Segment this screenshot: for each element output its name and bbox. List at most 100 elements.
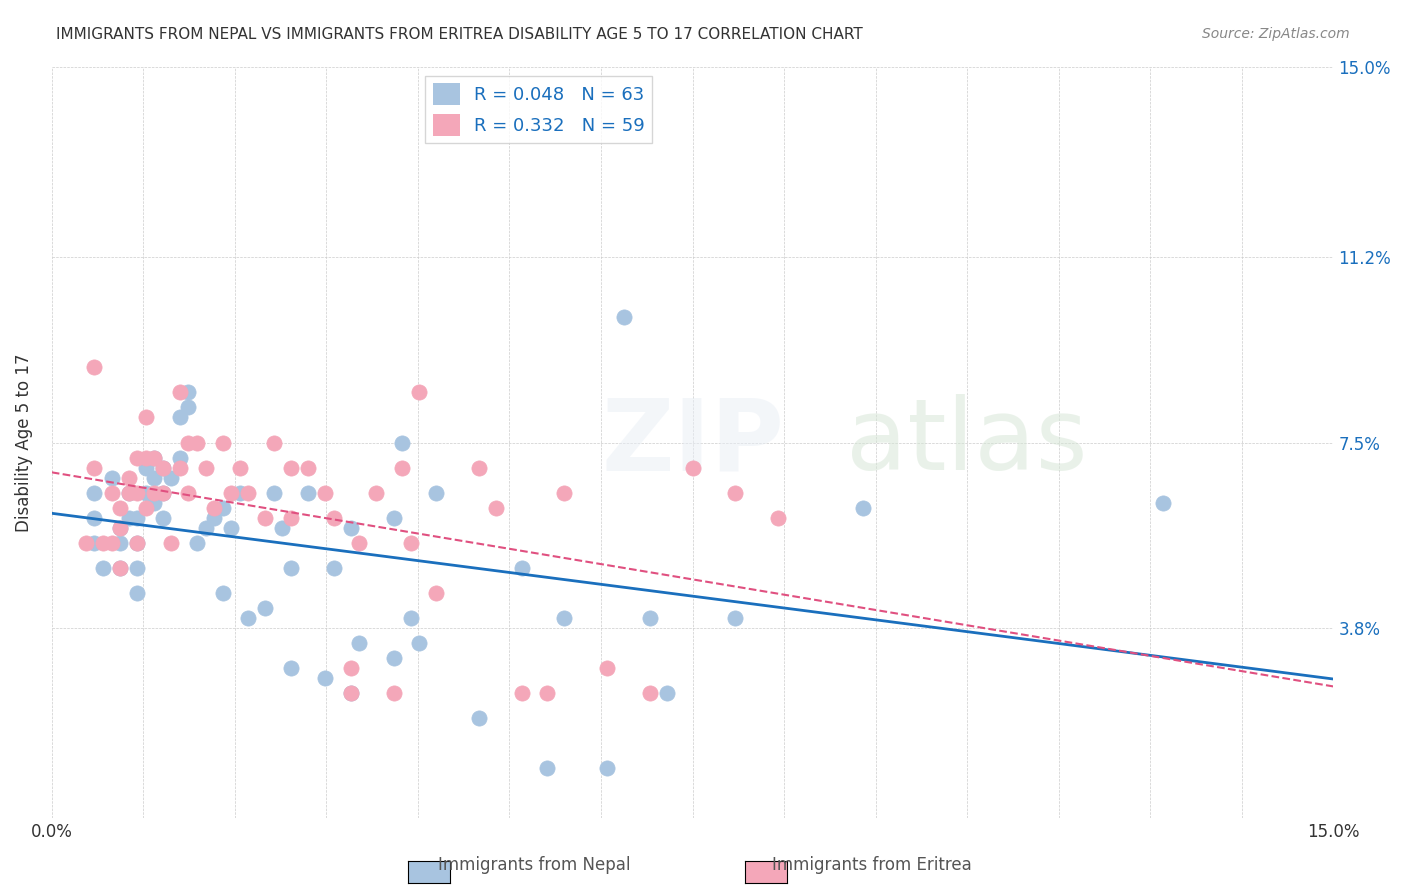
Point — [391, 435, 413, 450]
Point — [408, 385, 430, 400]
Text: Immigrants from Eritrea: Immigrants from Eritrea — [772, 856, 972, 874]
Point — [135, 460, 157, 475]
Point — [202, 510, 225, 524]
Point — [322, 561, 344, 575]
Point — [638, 686, 661, 700]
Point — [468, 711, 491, 725]
Point — [596, 661, 619, 675]
Point — [408, 636, 430, 650]
Point — [852, 500, 875, 515]
Point — [177, 385, 200, 400]
Point — [152, 460, 174, 475]
Point — [91, 535, 114, 549]
Point — [219, 521, 242, 535]
Point — [117, 470, 139, 484]
Point — [83, 535, 105, 549]
Point — [536, 686, 558, 700]
Point — [280, 460, 302, 475]
Text: atlas: atlas — [846, 394, 1088, 491]
Y-axis label: Disability Age 5 to 17: Disability Age 5 to 17 — [15, 353, 32, 532]
Point — [382, 651, 405, 665]
Point — [117, 510, 139, 524]
Point — [152, 485, 174, 500]
Point — [340, 661, 363, 675]
Point — [510, 686, 533, 700]
Point — [160, 535, 183, 549]
Point — [613, 310, 636, 325]
Point — [596, 761, 619, 775]
Point — [135, 450, 157, 465]
Point — [366, 485, 388, 500]
Point — [83, 460, 105, 475]
Point — [349, 535, 371, 549]
Point — [91, 561, 114, 575]
Point — [425, 485, 447, 500]
Point — [83, 485, 105, 500]
Point — [682, 460, 704, 475]
Point — [399, 611, 422, 625]
Point — [143, 496, 166, 510]
Point — [229, 485, 252, 500]
Text: IMMIGRANTS FROM NEPAL VS IMMIGRANTS FROM ERITREA DISABILITY AGE 5 TO 17 CORRELAT: IMMIGRANTS FROM NEPAL VS IMMIGRANTS FROM… — [56, 27, 863, 42]
Point — [127, 561, 149, 575]
Point — [186, 435, 208, 450]
Point — [108, 535, 131, 549]
Point — [169, 460, 191, 475]
Point — [143, 485, 166, 500]
Point — [322, 510, 344, 524]
Point — [152, 485, 174, 500]
Point — [127, 535, 149, 549]
Point — [117, 485, 139, 500]
Point — [143, 450, 166, 465]
Point — [399, 535, 422, 549]
Point — [100, 485, 122, 500]
Point — [297, 485, 319, 500]
Point — [1152, 496, 1174, 510]
Point — [254, 510, 277, 524]
Point — [655, 686, 678, 700]
Point — [127, 485, 149, 500]
Point — [211, 435, 233, 450]
Point — [340, 686, 363, 700]
Point — [254, 601, 277, 615]
Point — [280, 510, 302, 524]
Point — [238, 611, 260, 625]
Point — [340, 521, 363, 535]
Legend: R = 0.048   N = 63, R = 0.332   N = 59: R = 0.048 N = 63, R = 0.332 N = 59 — [426, 76, 652, 143]
Point — [127, 586, 149, 600]
Point — [211, 500, 233, 515]
Point — [280, 561, 302, 575]
Point — [314, 485, 336, 500]
Point — [638, 611, 661, 625]
Point — [100, 535, 122, 549]
Point — [280, 661, 302, 675]
Point — [219, 485, 242, 500]
Point — [177, 401, 200, 415]
Point — [135, 500, 157, 515]
Point — [186, 535, 208, 549]
Point — [263, 485, 285, 500]
Point — [127, 535, 149, 549]
Point — [425, 586, 447, 600]
Point — [766, 510, 789, 524]
Point — [143, 470, 166, 484]
Point — [108, 561, 131, 575]
Point — [263, 435, 285, 450]
Point — [169, 385, 191, 400]
Point — [83, 360, 105, 375]
Point — [391, 460, 413, 475]
Point — [229, 460, 252, 475]
Point — [135, 410, 157, 425]
Point — [83, 510, 105, 524]
Point — [238, 485, 260, 500]
Point — [724, 611, 747, 625]
Text: ZIP: ZIP — [602, 394, 785, 491]
Point — [211, 586, 233, 600]
Text: Source: ZipAtlas.com: Source: ZipAtlas.com — [1202, 27, 1350, 41]
Point — [271, 521, 294, 535]
Point — [169, 410, 191, 425]
Point — [314, 671, 336, 685]
Point — [135, 485, 157, 500]
Point — [100, 470, 122, 484]
Point — [349, 636, 371, 650]
